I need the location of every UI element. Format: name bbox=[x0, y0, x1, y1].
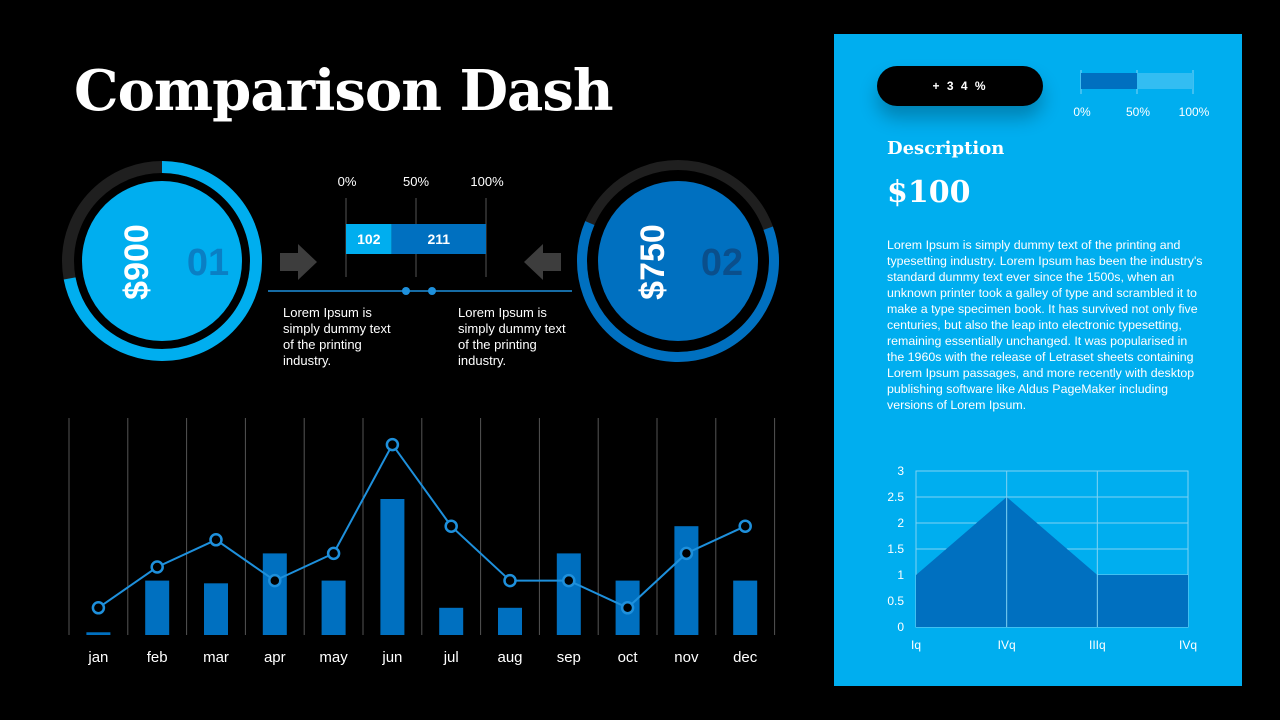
bar-segment-1-label: 102 bbox=[357, 231, 381, 247]
line-point-apr bbox=[268, 573, 282, 588]
area-y-tick: 2 bbox=[897, 516, 904, 530]
line-point-jan bbox=[91, 601, 106, 615]
bar-segment-1 bbox=[346, 224, 392, 254]
x-label-aug: aug bbox=[497, 649, 522, 666]
area-x-label: IVq bbox=[998, 638, 1016, 652]
connector-dot-2 bbox=[428, 287, 436, 295]
description-amount: $100 bbox=[887, 175, 971, 210]
bar-tick-100: 100% bbox=[470, 174, 504, 189]
line-series bbox=[97, 442, 746, 609]
line-point-oct bbox=[620, 601, 635, 615]
card-1-number: 01 bbox=[187, 242, 229, 284]
x-label-apr: apr bbox=[264, 649, 286, 666]
x-label-oct: oct bbox=[618, 649, 639, 666]
ring-progress-1 bbox=[62, 161, 262, 361]
x-label-feb: feb bbox=[147, 649, 168, 666]
caption-right: Lorem Ipsum is simply dummy text of the … bbox=[458, 305, 566, 368]
bar-segment-2-label: 211 bbox=[428, 231, 451, 247]
progress-tick-0: 0% bbox=[1073, 105, 1091, 119]
area-series bbox=[916, 497, 1188, 627]
bar-dec bbox=[733, 580, 758, 635]
progress-fill bbox=[1081, 73, 1137, 89]
area-y-tick: 1.5 bbox=[887, 542, 904, 556]
area-y-tick: 0 bbox=[897, 620, 904, 634]
card-2: $750 02 bbox=[577, 160, 779, 362]
bar-mar bbox=[204, 583, 228, 635]
comparison-graphic: $900 01 $750 02 0% 50% 100% 102 211 bbox=[62, 160, 779, 362]
line-point-aug bbox=[503, 573, 517, 588]
caption-left: Lorem Ipsum is simply dummy text of the … bbox=[283, 305, 391, 368]
card-2-amount: $750 bbox=[634, 224, 672, 300]
quarterly-area-chart: 0 0.5 1 1.5 2 2.5 3 Iq IVq IIIq IVq bbox=[887, 464, 1197, 652]
ring-progress-2 bbox=[577, 160, 779, 362]
line-point-dec bbox=[738, 519, 752, 533]
card-2-disc bbox=[598, 181, 758, 341]
bar-apr bbox=[262, 553, 287, 635]
x-label-may: may bbox=[319, 649, 348, 666]
progress-tick-100: 100% bbox=[1179, 105, 1210, 119]
area-y-tick: 1 bbox=[897, 568, 904, 582]
x-label-dec: dec bbox=[733, 649, 758, 666]
bar-jan bbox=[86, 632, 111, 635]
page-title: Comparison Dash bbox=[74, 58, 614, 124]
connector-dot-1 bbox=[402, 287, 410, 295]
line-point-jun bbox=[385, 437, 400, 452]
area-x-label: IIIq bbox=[1089, 638, 1106, 652]
line-point-may bbox=[326, 546, 341, 561]
area-x-label: Iq bbox=[911, 638, 921, 652]
bar-tick-0: 0% bbox=[338, 174, 357, 189]
bar-jul bbox=[439, 607, 464, 635]
x-label-nov: nov bbox=[674, 649, 699, 666]
line-point-feb bbox=[150, 560, 164, 574]
bar-tick-50: 50% bbox=[403, 174, 429, 189]
monthly-chart: jan feb mar apr may jun jul aug sep oct nov dec bbox=[68, 418, 776, 666]
card-1: $900 01 bbox=[62, 161, 262, 361]
area-x-label: IVq bbox=[1179, 638, 1197, 652]
line-point-jul bbox=[444, 519, 458, 533]
bar-segment-2 bbox=[391, 224, 486, 254]
line-point-mar bbox=[209, 533, 223, 547]
bar-nov bbox=[674, 526, 699, 635]
description-heading: Description bbox=[887, 138, 1005, 159]
progress-tick-50: 50% bbox=[1126, 105, 1150, 119]
area-y-tick: 3 bbox=[897, 464, 904, 478]
comparison-bar: 0% 50% 100% 102 211 bbox=[338, 174, 504, 277]
line-point-nov bbox=[679, 546, 694, 561]
bar-aug bbox=[498, 607, 522, 635]
card-2-number: 02 bbox=[701, 242, 743, 284]
x-label-sep: sep bbox=[557, 649, 581, 666]
growth-badge: + 3 4 % bbox=[877, 66, 1043, 106]
bar-may bbox=[321, 580, 346, 635]
x-label-mar: mar bbox=[203, 649, 229, 666]
description-text: Lorem Ipsum is simply dummy text of the … bbox=[887, 238, 1203, 412]
panel-progress: 0% 50% 100% bbox=[1073, 70, 1210, 119]
area-y-tick: 2.5 bbox=[887, 490, 904, 504]
card-1-amount: $900 bbox=[118, 224, 156, 300]
x-label-jan: jan bbox=[87, 649, 108, 666]
area-y-tick: 0.5 bbox=[887, 594, 904, 608]
bar-feb bbox=[145, 580, 170, 635]
card-1-disc bbox=[82, 181, 242, 341]
bar-sep bbox=[556, 553, 581, 635]
line-point-sep bbox=[562, 573, 576, 588]
arrow-right-icon bbox=[280, 244, 317, 280]
arrow-left-icon bbox=[524, 244, 561, 280]
x-label-jun: jun bbox=[381, 649, 402, 666]
x-label-jul: jul bbox=[443, 649, 459, 666]
bar-jun bbox=[380, 499, 405, 635]
